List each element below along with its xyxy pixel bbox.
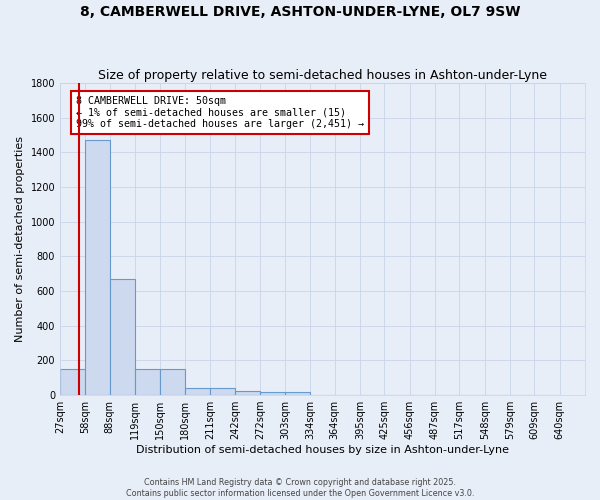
Bar	[235, 391, 260, 395]
Bar	[60, 369, 85, 395]
Text: 8, CAMBERWELL DRIVE, ASHTON-UNDER-LYNE, OL7 9SW: 8, CAMBERWELL DRIVE, ASHTON-UNDER-LYNE, …	[80, 5, 520, 19]
Bar	[110, 279, 135, 395]
Bar	[185, 388, 210, 395]
Bar	[210, 388, 235, 395]
Bar	[135, 369, 160, 395]
Title: Size of property relative to semi-detached houses in Ashton-under-Lyne: Size of property relative to semi-detach…	[98, 69, 547, 82]
Bar	[85, 140, 110, 395]
Bar	[160, 369, 185, 395]
Bar	[285, 392, 310, 395]
Text: Contains HM Land Registry data © Crown copyright and database right 2025.
Contai: Contains HM Land Registry data © Crown c…	[126, 478, 474, 498]
Bar	[260, 392, 285, 395]
Text: 8 CAMBERWELL DRIVE: 50sqm
← 1% of semi-detached houses are smaller (15)
99% of s: 8 CAMBERWELL DRIVE: 50sqm ← 1% of semi-d…	[76, 96, 364, 129]
Y-axis label: Number of semi-detached properties: Number of semi-detached properties	[15, 136, 25, 342]
X-axis label: Distribution of semi-detached houses by size in Ashton-under-Lyne: Distribution of semi-detached houses by …	[136, 445, 509, 455]
